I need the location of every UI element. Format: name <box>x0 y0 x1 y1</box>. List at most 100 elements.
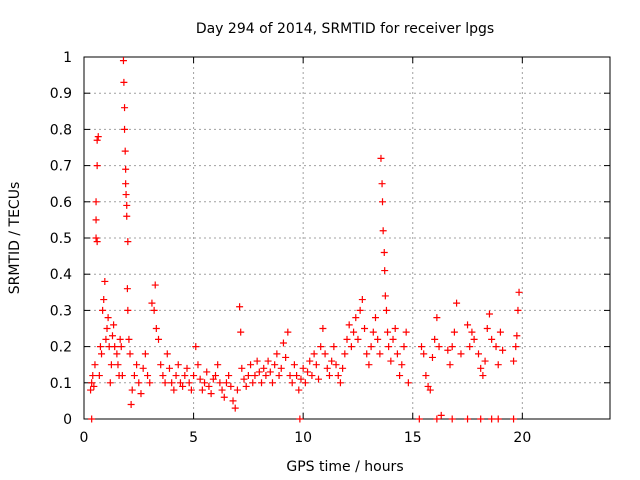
data-point <box>95 372 103 380</box>
data-point <box>420 350 428 358</box>
data-point <box>137 390 145 398</box>
data-point <box>114 361 122 369</box>
data-point <box>98 350 106 358</box>
data-point <box>237 328 245 336</box>
data-point <box>181 372 189 380</box>
x-axis-label: GPS time / hours <box>286 459 403 475</box>
y-tick-label: 0.1 <box>50 376 72 392</box>
data-point <box>354 335 362 343</box>
data-point <box>271 361 279 369</box>
data-point <box>477 364 485 372</box>
data-point <box>422 372 430 380</box>
data-point <box>310 350 318 358</box>
data-point <box>190 372 198 380</box>
data-point <box>437 411 445 419</box>
data-point <box>238 364 246 372</box>
data-point <box>99 306 107 314</box>
data-point <box>464 321 472 329</box>
y-tick-label: 0.8 <box>50 122 72 138</box>
data-point <box>183 364 191 372</box>
data-point <box>122 165 130 173</box>
data-point <box>107 361 115 369</box>
data-point <box>262 372 270 380</box>
y-tick-label: 0.9 <box>50 86 72 102</box>
data-point <box>87 386 95 394</box>
data-point <box>150 306 158 314</box>
data-point <box>117 343 125 351</box>
data-point <box>159 372 167 380</box>
data-point <box>488 335 496 343</box>
data-point <box>385 343 393 351</box>
data-points <box>87 57 523 423</box>
data-point <box>477 415 485 423</box>
data-point <box>384 328 392 336</box>
data-point <box>93 162 101 170</box>
data-point <box>450 328 458 336</box>
data-point <box>299 364 307 372</box>
data-point <box>144 372 152 380</box>
data-point <box>315 375 323 383</box>
x-tick-label: 10 <box>294 430 312 446</box>
data-point <box>225 372 233 380</box>
data-point <box>163 350 171 358</box>
chart-title: Day 294 of 2014, SRMTID for receiver lpg… <box>196 21 494 37</box>
data-point <box>361 325 369 332</box>
data-point <box>148 299 156 307</box>
data-point <box>242 382 250 390</box>
data-point <box>201 379 209 387</box>
data-point <box>404 379 412 387</box>
data-point <box>306 357 314 365</box>
data-point <box>369 328 377 336</box>
data-point <box>510 357 518 365</box>
data-point <box>431 335 439 343</box>
data-point <box>260 364 268 372</box>
data-point <box>378 180 386 188</box>
data-point <box>126 350 134 358</box>
data-point <box>89 372 97 380</box>
data-point <box>268 379 276 387</box>
data-point <box>198 386 206 394</box>
data-point <box>207 390 215 398</box>
data-point <box>273 350 281 358</box>
data-point <box>381 292 389 300</box>
data-point <box>123 212 131 220</box>
data-point <box>377 154 385 162</box>
axes-layer: 0 5 10 15 20 0 0.1 0.2 0.3 0.4 0.5 0.6 0.7 0.8 0.9 1 <box>50 50 610 446</box>
data-point <box>444 346 452 354</box>
x-tick-label: 5 <box>189 430 198 446</box>
data-point <box>106 379 114 387</box>
data-point <box>165 364 173 372</box>
data-point <box>312 361 320 369</box>
y-tick-label: 0.7 <box>50 159 72 175</box>
data-point <box>111 343 119 351</box>
data-point <box>212 372 219 380</box>
data-point <box>110 321 118 329</box>
data-point <box>297 375 305 383</box>
data-point <box>356 306 364 314</box>
x-tick-label: 20 <box>513 430 531 446</box>
data-point <box>121 104 129 112</box>
data-point <box>187 386 195 394</box>
data-point <box>379 198 387 206</box>
data-point <box>483 325 491 332</box>
data-point <box>475 350 482 358</box>
data-point <box>433 415 441 423</box>
data-point <box>122 180 130 188</box>
data-point <box>218 386 226 394</box>
data-point <box>488 415 496 423</box>
data-point <box>100 296 108 304</box>
data-point <box>323 364 331 372</box>
data-point <box>494 415 502 423</box>
y-axis-label: SRMTID / TECUs <box>7 182 23 295</box>
data-point <box>101 277 109 285</box>
data-point <box>389 335 397 343</box>
x-tick-label: 0 <box>80 430 89 446</box>
data-point <box>426 386 434 394</box>
y-tick-label: 0 <box>63 412 72 428</box>
y-tick-label: 0.2 <box>50 340 72 356</box>
data-point <box>121 147 129 155</box>
data-point <box>236 303 244 311</box>
data-point <box>116 335 124 343</box>
data-point <box>170 386 178 394</box>
data-point <box>290 361 298 369</box>
